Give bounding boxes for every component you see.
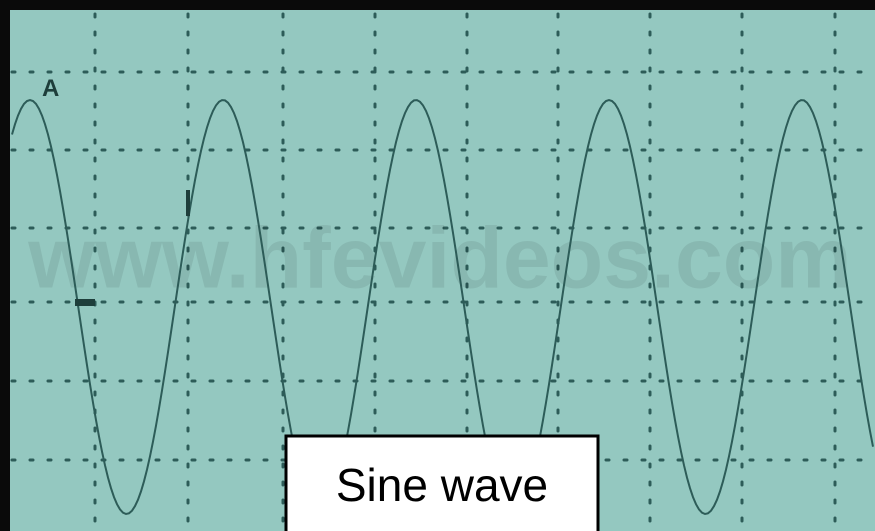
page: www.hfevideos.com A Sine wave (() => { c… xyxy=(0,0,875,531)
caption: Sine wave xyxy=(336,459,548,511)
channel-marker: A xyxy=(42,75,59,102)
watermark: www.hfevideos.com xyxy=(27,211,852,307)
trigger-marker xyxy=(186,190,190,216)
ground-marker xyxy=(75,299,95,306)
oscilloscope-screen: www.hfevideos.com A Sine wave xyxy=(0,0,875,531)
